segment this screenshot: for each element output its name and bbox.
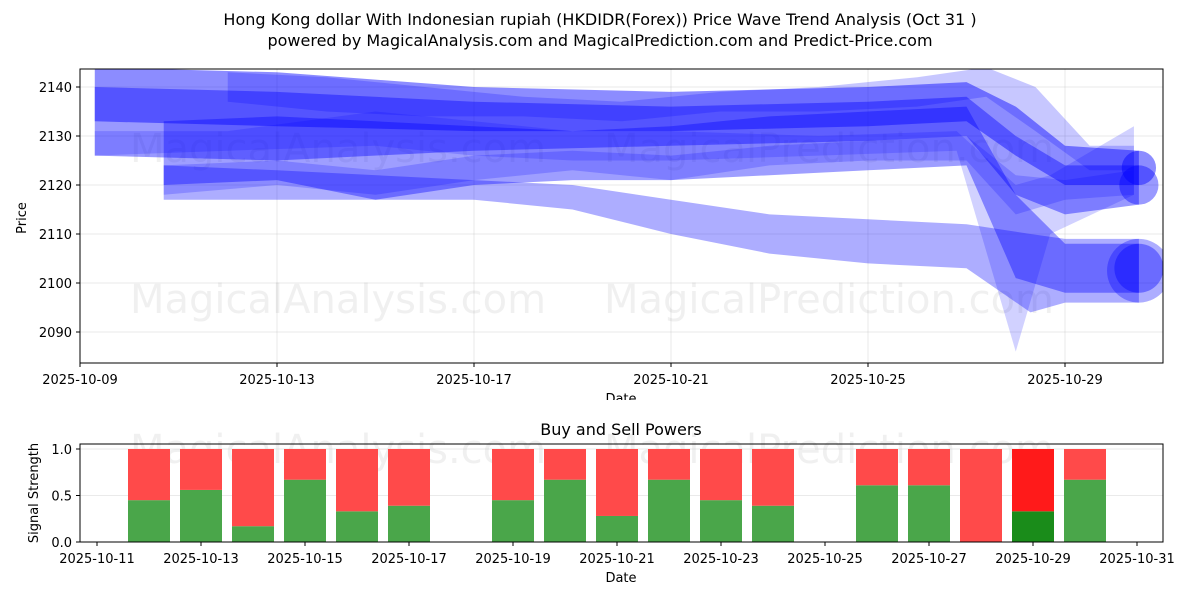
buy-bar xyxy=(180,490,222,542)
signal-x-ticks: 2025-10-11 2025-10-13 2025-10-15 2025-10-17… xyxy=(59,542,1175,567)
sell-bar xyxy=(492,449,534,500)
signal-y-ticks: 0.0 0.5 1.0 xyxy=(51,443,80,551)
buy-bar xyxy=(596,516,638,542)
sell-bar xyxy=(752,449,794,506)
sell-bar xyxy=(596,449,638,516)
signal-y-axis-label: Signal Strength xyxy=(27,443,42,543)
y-tick-label: 1.0 xyxy=(51,443,72,458)
x-tick-label: 2025-10-29 xyxy=(995,552,1071,567)
sell-bar xyxy=(180,449,222,490)
buy-bar xyxy=(700,500,742,542)
buy-bar xyxy=(284,480,326,542)
x-tick-label: 2025-10-31 xyxy=(1099,552,1175,567)
x-tick-label: 2025-10-23 xyxy=(683,552,759,567)
buy-bar xyxy=(1064,480,1106,542)
sell-bar xyxy=(128,449,170,500)
buy-bar xyxy=(544,480,586,542)
x-tick-label: 2025-10-27 xyxy=(891,552,967,567)
x-tick-label: 2025-10-19 xyxy=(475,552,551,567)
buy-bar xyxy=(908,485,950,542)
buy-bar xyxy=(232,526,274,542)
sell-bar xyxy=(648,449,690,480)
x-tick-label: 2025-10-25 xyxy=(787,552,863,567)
sell-bar xyxy=(700,449,742,500)
sell-bar xyxy=(388,449,430,506)
sell-bar xyxy=(1012,449,1054,511)
x-tick-label: 2025-10-21 xyxy=(579,552,655,567)
y-tick-label: 0.0 xyxy=(51,536,72,551)
sell-bar xyxy=(1064,449,1106,480)
sell-bar xyxy=(544,449,586,480)
sell-bar xyxy=(336,449,378,511)
buy-bar xyxy=(1012,511,1054,542)
sell-bar xyxy=(960,449,1002,542)
x-tick-label: 2025-10-17 xyxy=(371,552,447,567)
x-tick-label: 2025-10-15 xyxy=(267,552,343,567)
x-tick-label: 2025-10-11 xyxy=(59,552,135,567)
buy-bar xyxy=(856,485,898,542)
sell-bar xyxy=(856,449,898,485)
signal-x-axis-label: Date xyxy=(605,571,636,586)
buy-bar xyxy=(128,500,170,542)
buy-bar xyxy=(752,506,794,542)
buy-bar xyxy=(388,506,430,542)
sell-bar xyxy=(908,449,950,485)
sell-bar xyxy=(284,449,326,480)
buy-sell-chart: Buy and Sell Powers MagicalAnalysis.com … xyxy=(0,0,1200,600)
sell-bar xyxy=(232,449,274,526)
x-tick-label: 2025-10-13 xyxy=(163,552,239,567)
buy-bar xyxy=(492,500,534,542)
y-tick-label: 0.5 xyxy=(51,490,72,505)
buy-bar xyxy=(648,480,690,542)
buy-bar xyxy=(336,511,378,542)
